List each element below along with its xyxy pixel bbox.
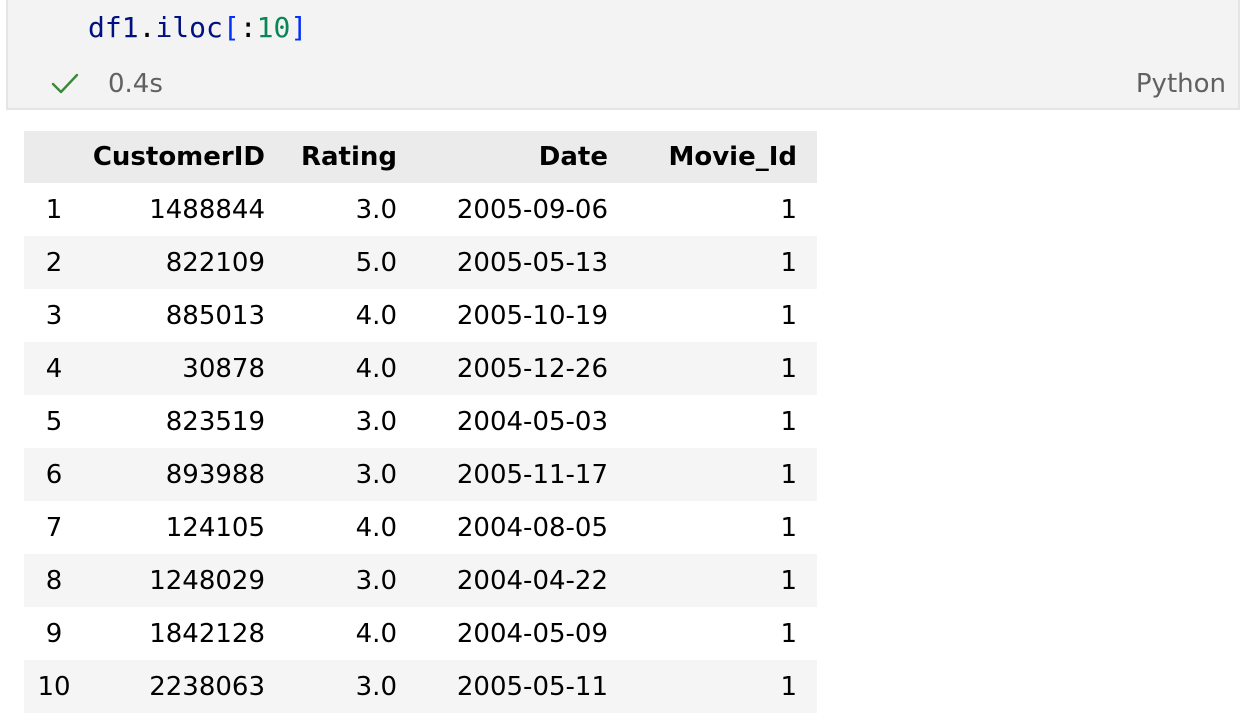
cell-movie-id: 1 — [780, 406, 797, 437]
cell-date: 2005-10-19 — [456, 300, 608, 331]
column-header-index — [24, 131, 84, 183]
cell-rating: 3.0 — [355, 194, 397, 225]
row-index: 3 — [45, 300, 63, 331]
cell-movie-id: 1 — [780, 618, 797, 649]
table-row: 5 823519 3.0 2004-05-03 1 — [24, 395, 817, 448]
code-token-colon: : — [239, 11, 257, 44]
row-index: 8 — [45, 565, 63, 596]
table-header-row: CustomerID Rating Date Movie_Id — [24, 131, 817, 183]
cell-rating: 4.0 — [355, 618, 397, 649]
cell-movie-id: 1 — [780, 194, 797, 225]
cell-movie-id: 1 — [780, 247, 797, 278]
cell-movie-id: 1 — [780, 512, 797, 543]
cell-date: 2004-04-22 — [456, 565, 608, 596]
column-header-customerid: CustomerID — [92, 142, 265, 172]
cell-rating: 5.0 — [355, 247, 397, 278]
cell-rating: 3.0 — [355, 406, 397, 437]
table-row: 3 885013 4.0 2005-10-19 1 — [24, 289, 817, 342]
cell-date: 2004-08-05 — [456, 512, 608, 543]
cell-movie-id: 1 — [780, 671, 797, 702]
table-row: 10 2238063 3.0 2005-05-11 1 — [24, 660, 817, 713]
cell-customerid: 1488844 — [149, 194, 265, 225]
cell-date: 2005-09-06 — [456, 194, 608, 225]
cell-movie-id: 1 — [780, 565, 797, 596]
cell-date: 2005-12-26 — [456, 353, 608, 384]
cell-language-label[interactable]: Python — [1135, 69, 1226, 99]
cell-customerid: 823519 — [165, 406, 265, 437]
cell-customerid: 124105 — [165, 512, 265, 543]
cell-customerid: 1248029 — [149, 565, 265, 596]
cell-customerid: 885013 — [165, 300, 265, 331]
code-token-dot: . — [138, 11, 156, 44]
row-index: 9 — [45, 618, 63, 649]
cell-status-bar: 0.4s Python — [8, 62, 1238, 106]
check-icon — [51, 73, 79, 94]
cell-customerid: 893988 — [165, 459, 265, 490]
cell-rating: 3.0 — [355, 565, 397, 596]
row-index: 10 — [37, 671, 71, 702]
column-header-movie-id: Movie_Id — [668, 142, 797, 172]
row-index: 1 — [45, 194, 63, 225]
cell-date: 2004-05-09 — [456, 618, 608, 649]
table-row: 1 1488844 3.0 2005-09-06 1 — [24, 183, 817, 236]
row-index: 4 — [45, 353, 63, 384]
cell-customerid: 822109 — [165, 247, 265, 278]
notebook-code-cell[interactable]: df1.iloc[:10] 0.4s Python — [6, 0, 1240, 110]
cell-customerid: 2238063 — [149, 671, 265, 702]
cell-output: CustomerID Rating Date Movie_Id 1 148884… — [24, 131, 817, 713]
dataframe-table: CustomerID Rating Date Movie_Id 1 148884… — [24, 131, 817, 713]
cell-rating: 4.0 — [355, 512, 397, 543]
cell-date: 2004-05-03 — [456, 406, 608, 437]
row-index: 7 — [45, 512, 63, 543]
row-index: 2 — [45, 247, 63, 278]
table-row: 7 124105 4.0 2004-08-05 1 — [24, 501, 817, 554]
cell-rating: 4.0 — [355, 353, 397, 384]
cell-rating: 3.0 — [355, 459, 397, 490]
column-header-rating: Rating — [300, 142, 397, 172]
execution-time: 0.4s — [108, 69, 163, 99]
cell-date: 2005-05-11 — [456, 671, 608, 702]
row-index: 5 — [45, 406, 63, 437]
code-token-close-bracket: ] — [290, 11, 308, 44]
cell-date: 2005-05-13 — [456, 247, 608, 278]
cell-customerid: 1842128 — [149, 618, 265, 649]
code-token-attribute: iloc — [155, 11, 223, 44]
code-editor-line[interactable]: df1.iloc[:10] — [88, 8, 307, 48]
row-index: 6 — [45, 459, 63, 490]
cell-rating: 3.0 — [355, 671, 397, 702]
column-header-date: Date — [538, 142, 608, 172]
cell-movie-id: 1 — [780, 459, 797, 490]
table-row: 6 893988 3.0 2005-11-17 1 — [24, 448, 817, 501]
table-row: 4 30878 4.0 2005-12-26 1 — [24, 342, 817, 395]
code-token-variable: df1 — [88, 11, 139, 44]
code-token-number: 10 — [256, 11, 291, 44]
cell-movie-id: 1 — [780, 300, 797, 331]
cell-rating: 4.0 — [355, 300, 397, 331]
table-row: 2 822109 5.0 2005-05-13 1 — [24, 236, 817, 289]
table-row: 9 1842128 4.0 2004-05-09 1 — [24, 607, 817, 660]
cell-date: 2005-11-17 — [456, 459, 608, 490]
cell-movie-id: 1 — [780, 353, 797, 384]
code-token-open-bracket: [ — [222, 11, 240, 44]
cell-customerid: 30878 — [182, 353, 265, 384]
table-row: 8 1248029 3.0 2004-04-22 1 — [24, 554, 817, 607]
